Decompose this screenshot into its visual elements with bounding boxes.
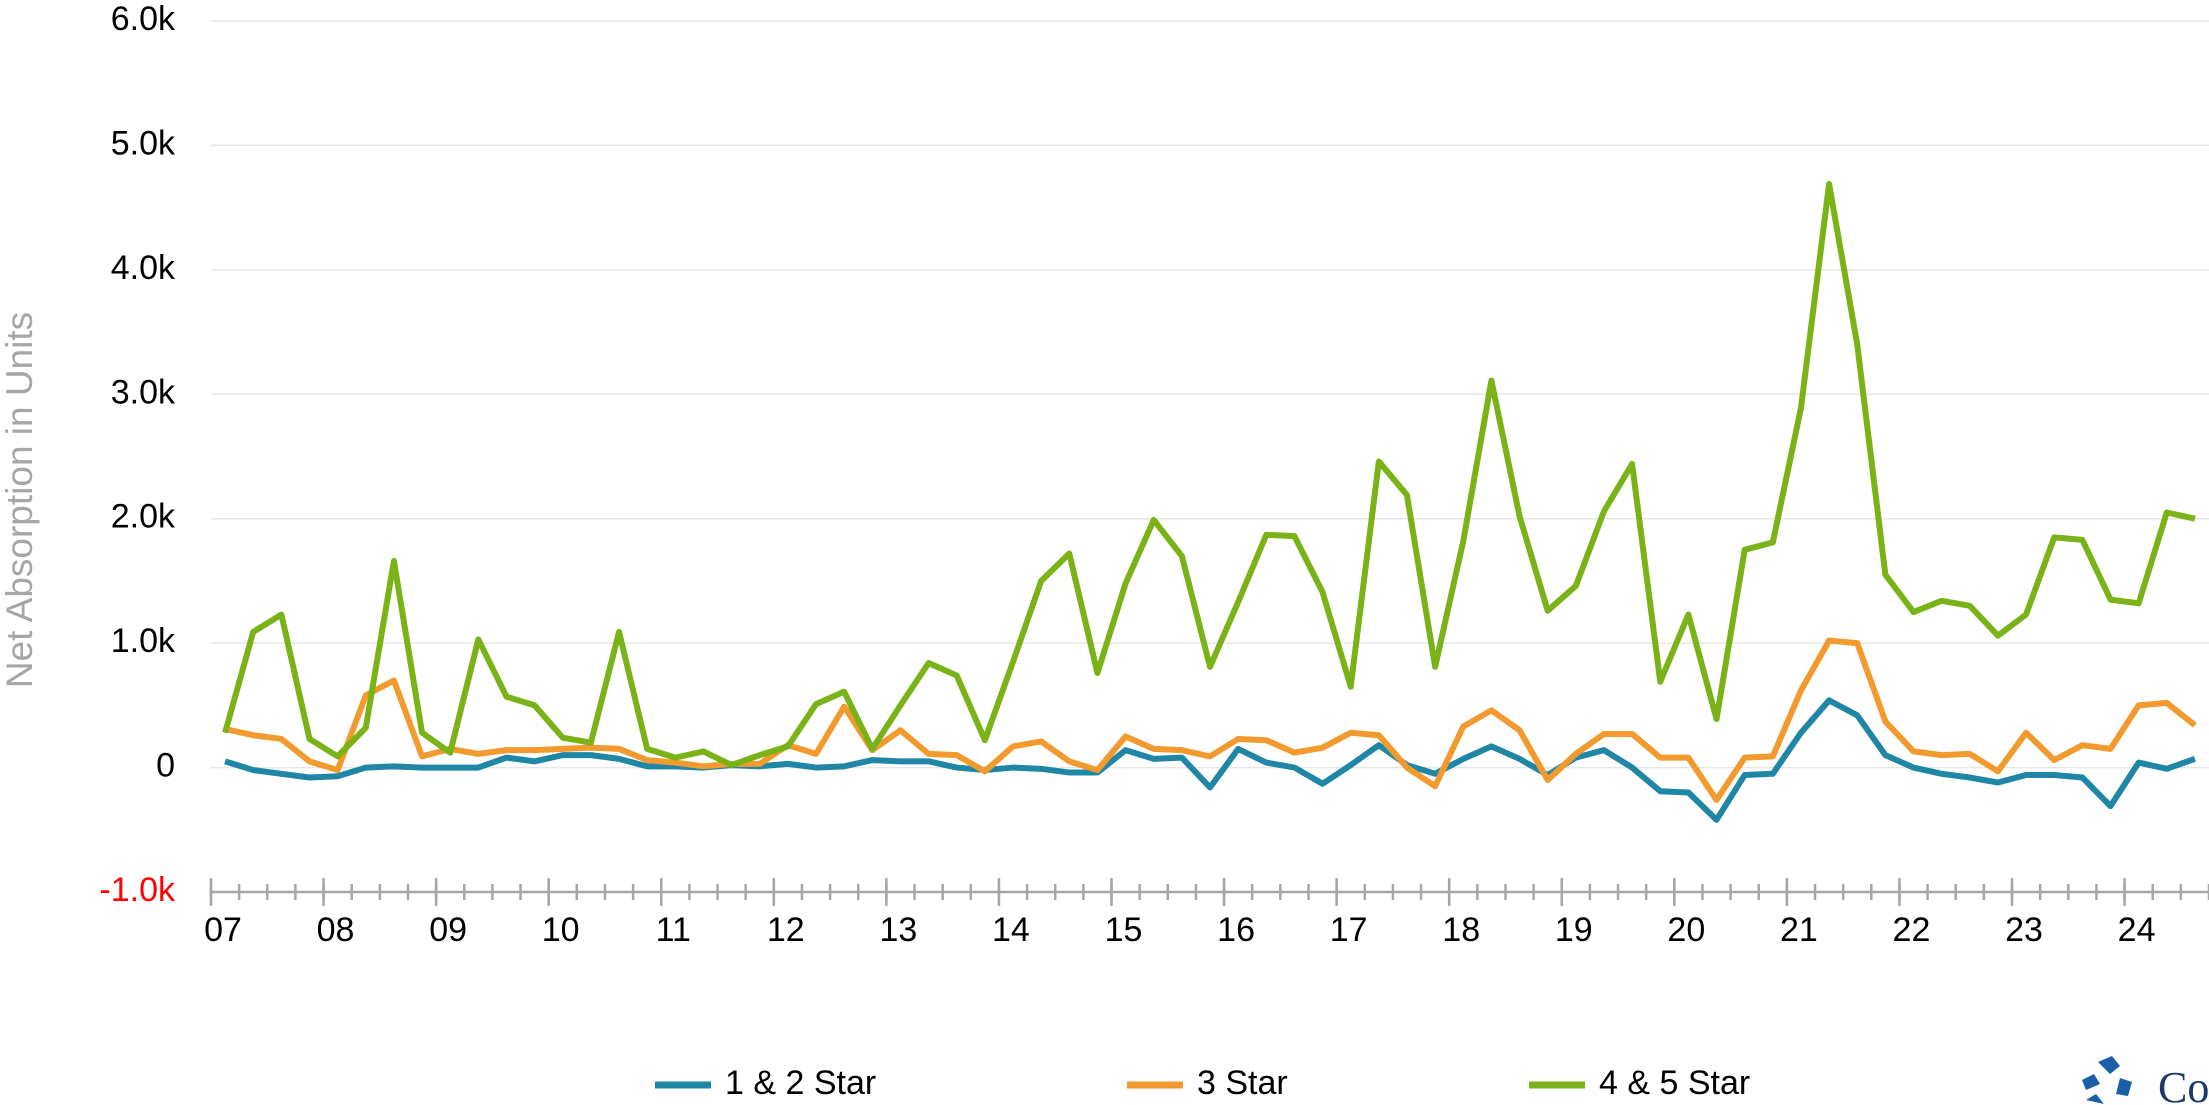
x-tick-label: 20 xyxy=(1667,911,1705,949)
x-tick-label: 10 xyxy=(542,911,580,949)
series-line xyxy=(224,697,2196,823)
x-tick-label: 11 xyxy=(656,911,691,949)
y-tick-label: 3.0k xyxy=(111,373,176,411)
legend-label: 3 Star xyxy=(1197,1064,1288,1102)
y-tick-label: 2.0k xyxy=(111,498,176,536)
x-tick-label: 15 xyxy=(1105,911,1143,949)
series-line xyxy=(222,181,2196,769)
logo-icon xyxy=(2082,1056,2132,1104)
y-tick-label: 1.0k xyxy=(111,622,176,660)
y-tick-label: 0 xyxy=(156,747,175,785)
x-tick-label: 16 xyxy=(1217,911,1255,949)
x-tick-label: 18 xyxy=(1442,911,1480,949)
y-tick-label: -1.0k xyxy=(99,871,176,909)
x-tick-label: 17 xyxy=(1330,911,1368,949)
x-tick-label: 08 xyxy=(317,911,355,949)
y-tick-label: 6.0k xyxy=(111,0,176,38)
logo-text: Co xyxy=(2158,1063,2209,1105)
y-tick-label: 4.0k xyxy=(111,249,176,287)
legend-label: 4 & 5 Star xyxy=(1599,1064,1750,1102)
x-tick-label: 23 xyxy=(2005,911,2043,949)
x-tick-label: 13 xyxy=(879,911,917,949)
x-tick-label: 14 xyxy=(992,911,1030,949)
logo: Co xyxy=(2082,1056,2209,1105)
y-axis-label: Net Absorption in Units xyxy=(0,312,40,688)
series-line xyxy=(224,637,2197,803)
x-tick-label: 24 xyxy=(2118,911,2156,949)
x-tick-label: 22 xyxy=(1893,911,1931,949)
x-tick-label: 07 xyxy=(204,911,242,949)
y-tick-label: 5.0k xyxy=(111,124,176,162)
x-tick-label: 19 xyxy=(1555,911,1593,949)
legend-label: 1 & 2 Star xyxy=(725,1064,876,1102)
x-tick-label: 09 xyxy=(429,911,467,949)
x-tick-label: 12 xyxy=(767,911,805,949)
x-tick-label: 21 xyxy=(1780,911,1818,949)
